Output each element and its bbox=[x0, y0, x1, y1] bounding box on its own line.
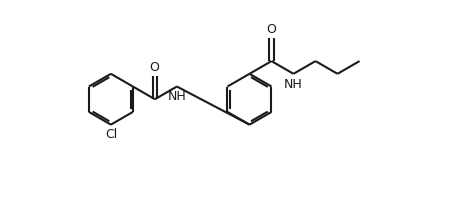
Text: NH: NH bbox=[284, 78, 303, 91]
Text: NH: NH bbox=[168, 90, 186, 103]
Text: Cl: Cl bbox=[105, 128, 117, 141]
Text: O: O bbox=[149, 61, 159, 74]
Text: O: O bbox=[266, 23, 276, 36]
